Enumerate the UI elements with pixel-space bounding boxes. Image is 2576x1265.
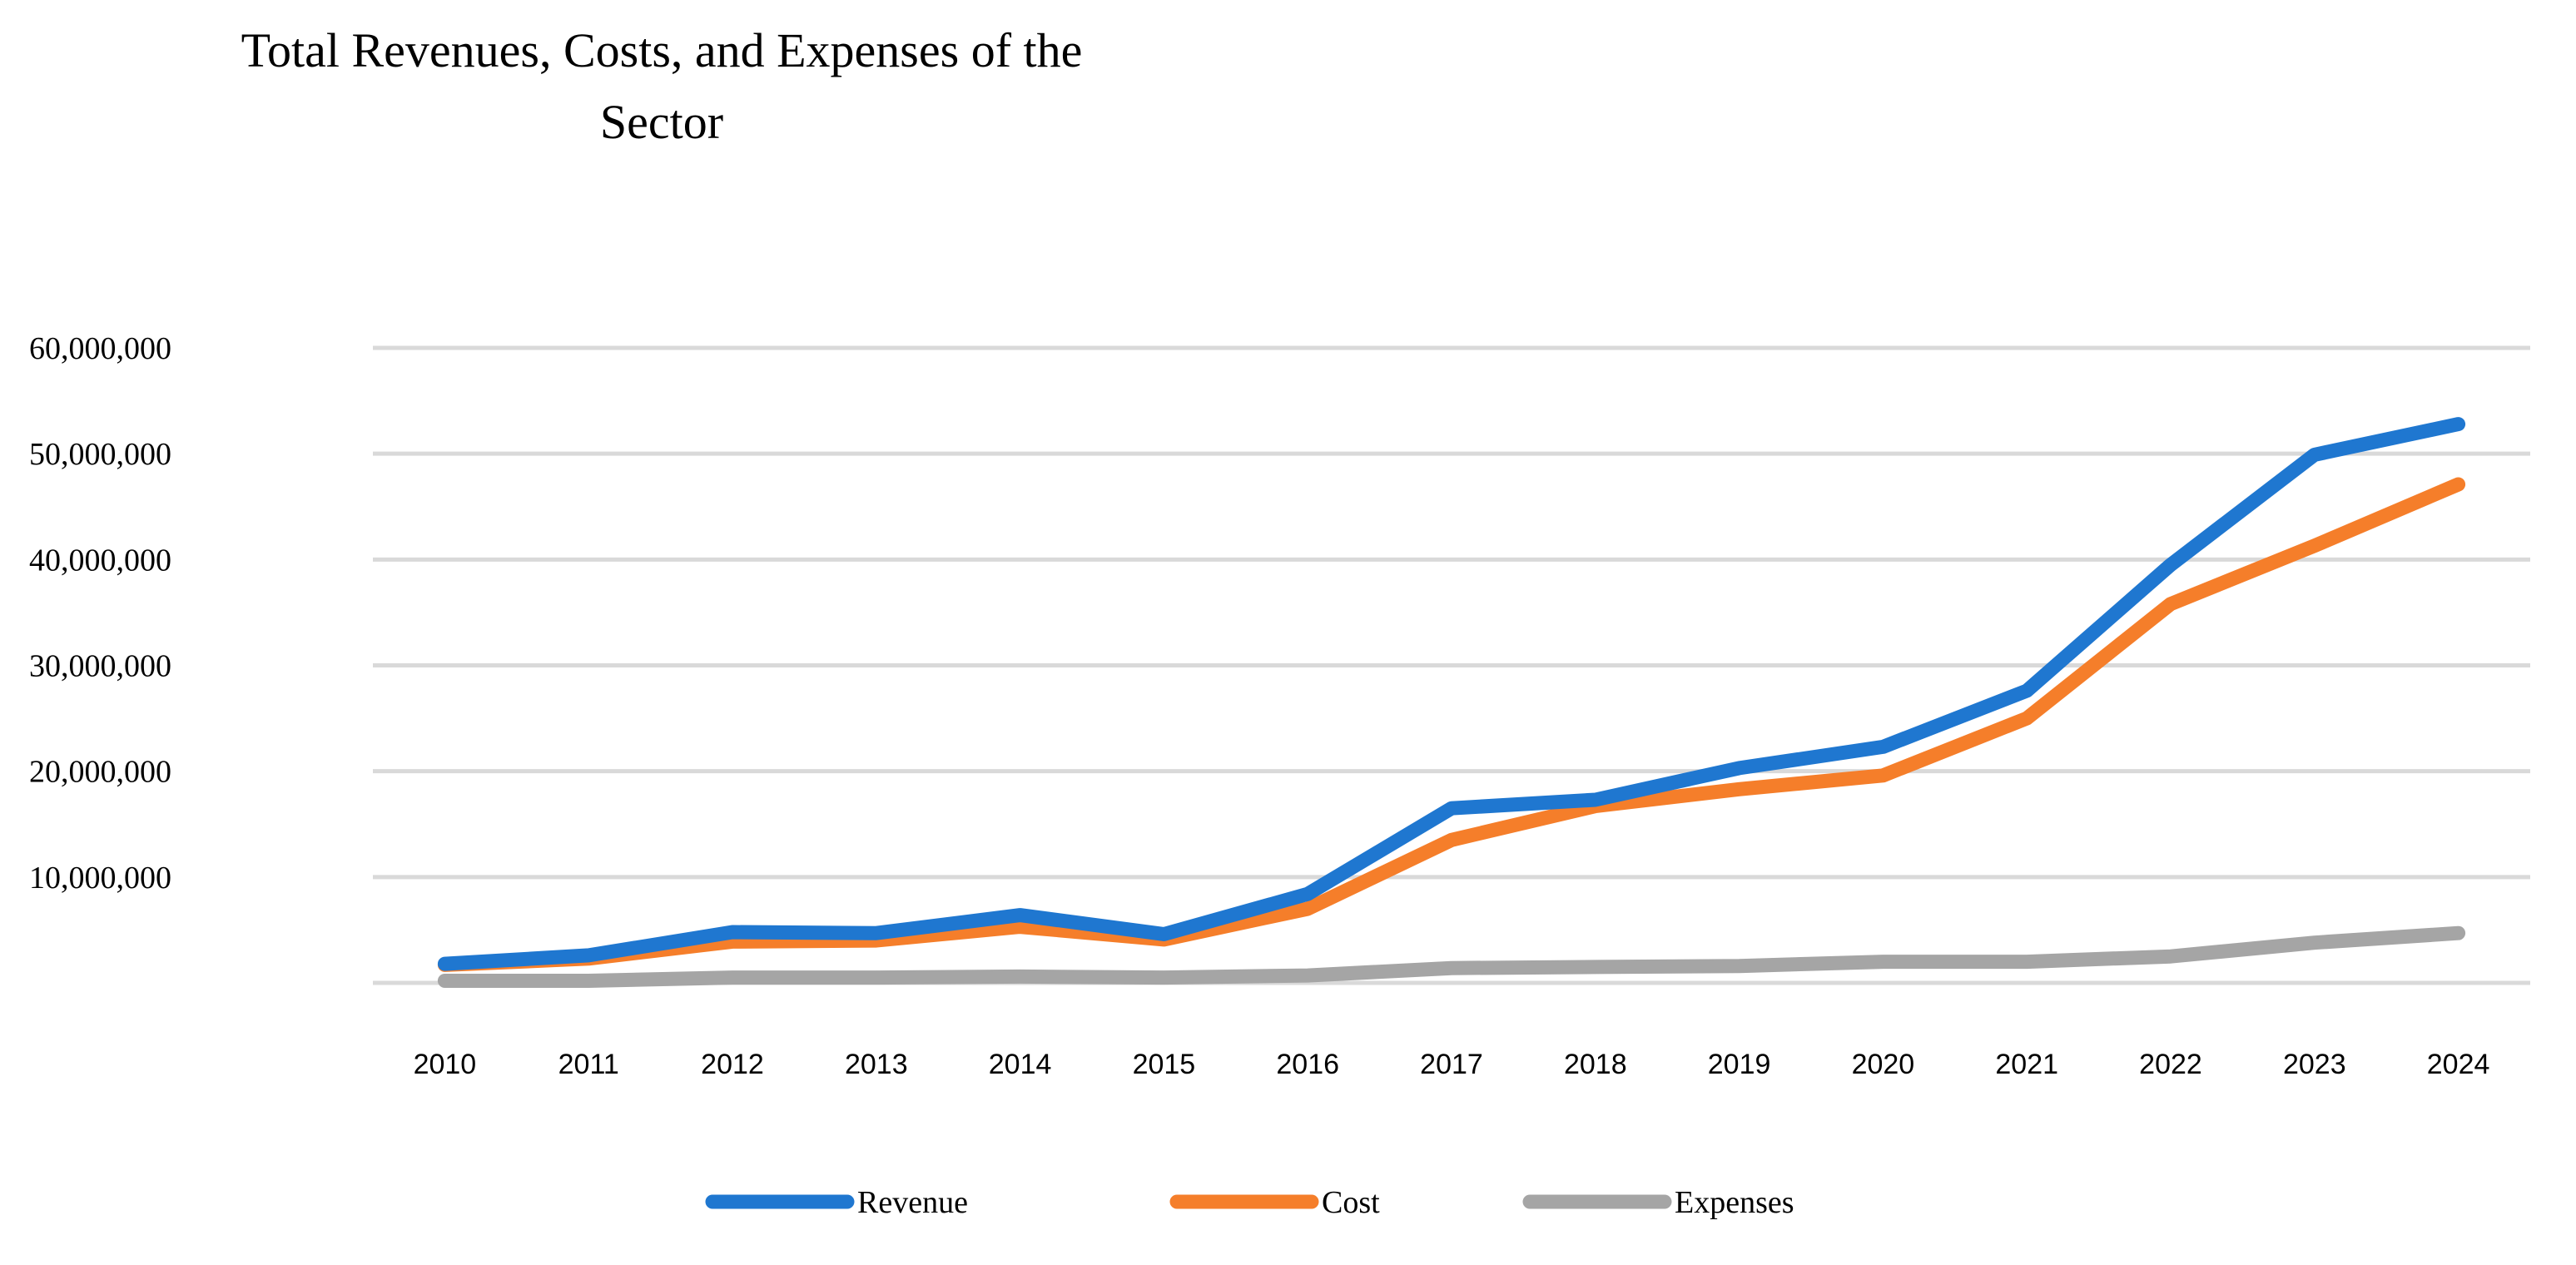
gridlines	[373, 345, 2530, 985]
legend-item-expenses: Expenses	[1522, 1185, 1794, 1220]
chart-title: Total Revenues, Costs, and Expenses of t…	[0, 15, 1323, 158]
chart-title-line-1: Total Revenues, Costs, and Expenses of t…	[241, 23, 1083, 77]
y-axis-ticks: 10,000,000 20,000,000 30,000,000 40,000,000…	[29, 331, 171, 895]
x-tick-label: 2011	[558, 1049, 619, 1080]
legend-label: Expenses	[1675, 1185, 1794, 1220]
x-tick-label: 2013	[845, 1049, 908, 1080]
x-tick-label: 2016	[1276, 1049, 1339, 1080]
x-tick-label: 2017	[1420, 1049, 1483, 1080]
x-tick-label: 2024	[2427, 1049, 2490, 1080]
y-tick-label: 20,000,000	[29, 755, 171, 790]
x-tick-label: 2019	[1708, 1049, 1771, 1080]
series-lines	[437, 417, 2466, 988]
x-tick-label: 2022	[2139, 1049, 2202, 1080]
y-tick-label: 50,000,000	[29, 437, 171, 472]
legend-label: Revenue	[857, 1185, 968, 1220]
legend-item-cost: Cost	[1169, 1185, 1380, 1220]
y-tick-label: 40,000,000	[29, 543, 171, 578]
legend-label: Cost	[1322, 1185, 1380, 1220]
y-tick-label: 60,000,000	[29, 331, 171, 366]
y-tick-label: 10,000,000	[29, 861, 171, 895]
x-tick-label: 2015	[1133, 1049, 1196, 1080]
x-tick-label: 2010	[414, 1049, 477, 1080]
legend: Revenue Cost Expenses	[705, 1185, 1794, 1220]
legend-item-revenue: Revenue	[705, 1185, 968, 1220]
x-tick-label: 2012	[701, 1049, 764, 1080]
x-tick-label: 2021	[1995, 1049, 2058, 1080]
series-line-cost	[437, 477, 2466, 972]
chart-title-line-2: Sector	[599, 95, 724, 149]
x-tick-label: 2020	[1852, 1049, 1915, 1080]
x-tick-label: 2018	[1564, 1049, 1627, 1080]
y-tick-label: 30,000,000	[29, 649, 171, 684]
series-line-revenue	[437, 417, 2466, 971]
x-tick-label: 2023	[2283, 1049, 2346, 1080]
x-tick-label: 2014	[989, 1049, 1052, 1080]
series-line-expenses	[437, 925, 2466, 988]
x-axis-ticks: 2010 2011 2012 2013 2014 2015 2016 2017 2018 2019…	[414, 1049, 2490, 1080]
